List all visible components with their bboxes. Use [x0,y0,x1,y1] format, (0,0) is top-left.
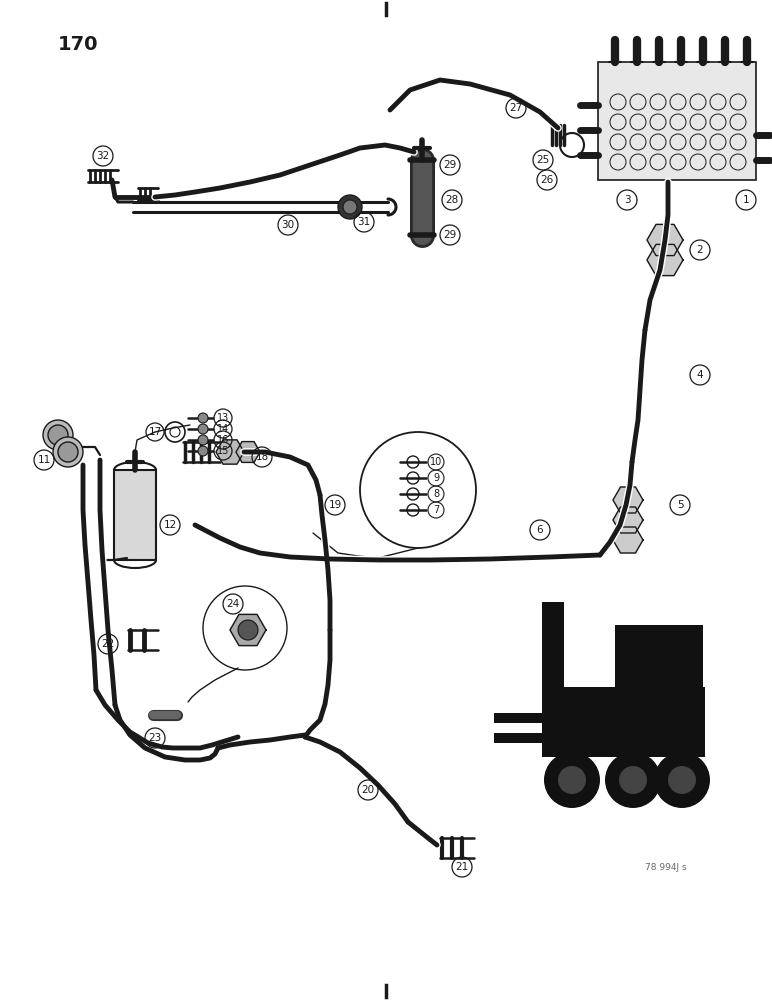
Text: 13: 13 [217,413,229,423]
Text: 31: 31 [357,217,371,227]
Bar [598,62,756,180]
Text: 4: 4 [696,370,703,380]
Circle shape [360,432,476,548]
Text: 29: 29 [443,160,456,170]
Text: 19: 19 [328,500,342,510]
Circle shape [654,752,710,808]
Polygon shape [216,440,244,464]
Text: 7: 7 [433,505,439,515]
Text: 23: 23 [148,733,161,743]
Text: 28: 28 [445,195,459,205]
Bar [560,687,705,757]
Text: 32: 32 [96,151,110,161]
Circle shape [238,620,258,640]
Text: 24: 24 [226,599,239,609]
Text: 22: 22 [101,639,114,649]
Text: 3: 3 [624,195,630,205]
Circle shape [53,437,83,467]
Circle shape [43,420,73,450]
Text: 29: 29 [443,230,456,240]
Circle shape [558,766,586,794]
Bar [494,733,550,743]
Circle shape [198,424,208,434]
Polygon shape [647,224,683,256]
Circle shape [198,446,208,456]
Text: 8: 8 [433,489,439,499]
Text: 18: 18 [256,452,269,462]
Polygon shape [613,507,643,533]
Bar [542,602,564,757]
Text: 17: 17 [148,427,161,437]
Text: 78 994J s: 78 994J s [645,863,686,872]
Polygon shape [236,442,260,462]
Polygon shape [613,487,643,513]
Circle shape [668,766,696,794]
Text: 30: 30 [282,220,295,230]
Polygon shape [647,244,683,276]
Text: 9: 9 [433,473,439,483]
Circle shape [338,195,362,219]
Bar [114,470,156,560]
Bar [494,713,550,723]
Polygon shape [230,614,266,646]
Circle shape [58,442,78,462]
Text: 10: 10 [430,457,442,467]
Text: 21: 21 [455,862,469,872]
Polygon shape [613,527,643,553]
Circle shape [198,435,208,445]
Text: 16: 16 [217,435,229,445]
Text: 5: 5 [677,500,683,510]
Text: 15: 15 [217,446,229,456]
Text: 11: 11 [37,455,51,465]
Bar [615,625,703,690]
Text: 6: 6 [537,525,543,535]
Text: 20: 20 [361,785,374,795]
Circle shape [198,413,208,423]
Text: 1: 1 [743,195,750,205]
Text: 26: 26 [540,175,554,185]
Text: 25: 25 [537,155,550,165]
Circle shape [343,200,357,214]
Text: 14: 14 [217,424,229,434]
Circle shape [605,752,661,808]
Circle shape [48,425,68,445]
Circle shape [619,766,647,794]
Text: 2: 2 [696,245,703,255]
Text: 12: 12 [164,520,177,530]
Circle shape [544,752,600,808]
Text: 27: 27 [510,103,523,113]
Text: 170: 170 [58,35,99,54]
